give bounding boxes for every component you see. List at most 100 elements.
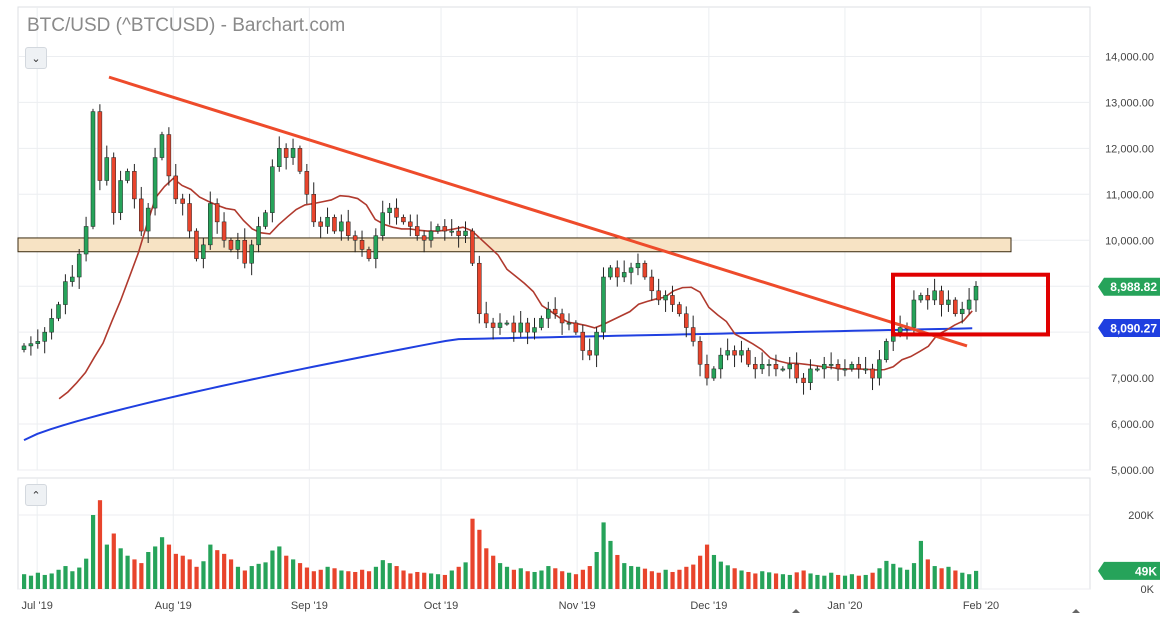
candle: [125, 168, 130, 184]
volume-bar: [829, 572, 834, 589]
volume-bar: [491, 555, 496, 589]
volume-bar: [573, 574, 579, 589]
volume-bar: [649, 571, 654, 589]
candle-body: [83, 226, 89, 255]
price-tick-label: 5,000.00: [1111, 465, 1154, 477]
candle-body: [387, 207, 392, 213]
candle-body: [304, 171, 310, 195]
candle-body: [635, 262, 641, 269]
ma-fast-line: [58, 177, 973, 400]
candle: [490, 317, 496, 340]
candle-body: [794, 364, 799, 379]
collapse-volume-panel-button[interactable]: ⌃: [25, 484, 47, 506]
candle: [601, 267, 606, 340]
candle-body: [670, 295, 675, 305]
candle-body: [470, 230, 475, 264]
time-tick-label: Jan '20: [827, 600, 862, 612]
candle: [704, 354, 710, 386]
candle: [221, 212, 227, 248]
candle: [49, 308, 54, 340]
candle: [345, 209, 351, 241]
candle-body: [139, 198, 144, 232]
chart-title: BTC/USD (^BTCUSD) - Barchart.com: [27, 15, 346, 36]
candle-body: [180, 198, 185, 204]
candle: [21, 343, 27, 353]
candle: [615, 260, 620, 287]
ma-slow-value-tag-shape: [1098, 319, 1160, 338]
candle-body: [21, 345, 27, 350]
collapse-price-panel-button[interactable]: ⌄: [25, 47, 47, 69]
candle: [628, 262, 634, 285]
volume-bar: [760, 571, 765, 589]
last-volume-tag-label: 49K: [1135, 564, 1157, 578]
volume-bar: [153, 546, 158, 589]
candle: [187, 193, 192, 239]
scroll-right-arrow[interactable]: [1072, 609, 1080, 613]
candle-body: [408, 221, 413, 227]
candle-body: [290, 148, 296, 158]
candle-body: [173, 175, 179, 200]
candle: [28, 336, 34, 356]
volume-bar: [794, 572, 799, 589]
candle: [711, 366, 717, 381]
volume-bar: [284, 555, 289, 589]
volume-bar: [173, 553, 178, 589]
volume-bar: [408, 573, 413, 589]
candle: [311, 182, 316, 227]
candle-body: [959, 308, 965, 315]
volume-bar: [484, 548, 489, 589]
volume-bar: [422, 572, 427, 589]
last-price-tag: 8,988.82: [1098, 277, 1160, 296]
candle-body: [249, 244, 254, 264]
candle-body: [325, 217, 330, 227]
price-panel: [17, 6, 1091, 471]
candle: [111, 152, 116, 225]
candle-body: [849, 364, 855, 370]
candle: [83, 216, 89, 262]
volume-bar: [360, 569, 365, 589]
volume-bar: [656, 572, 661, 589]
volume-bar: [946, 566, 951, 589]
candle: [256, 216, 261, 253]
volume-bar: [70, 571, 75, 589]
candle: [684, 306, 689, 338]
candle: [42, 327, 47, 354]
candle: [442, 219, 448, 241]
volume-bar: [905, 569, 910, 589]
candle-body: [511, 322, 517, 333]
volume-bar: [56, 569, 61, 589]
time-tick-label: Jul '19: [21, 600, 52, 612]
volume-bar: [132, 559, 137, 589]
axis-nav-arrows[interactable]: [792, 609, 1080, 613]
candle: [635, 253, 641, 276]
candle-body: [946, 299, 951, 305]
volume-bar: [477, 529, 482, 589]
volume-bar: [953, 570, 958, 589]
descending-trendline: [108, 75, 968, 348]
candle-body: [228, 240, 234, 250]
candle-body: [283, 148, 289, 158]
candle: [966, 288, 972, 315]
candle-body: [594, 331, 599, 356]
scroll-left-arrow[interactable]: [792, 609, 800, 613]
volume-bars: [22, 500, 979, 589]
candle-body: [856, 364, 861, 370]
time-tick-label: Feb '20: [963, 600, 999, 612]
candle: [339, 214, 344, 241]
candle-body: [201, 244, 206, 259]
candle: [766, 359, 772, 377]
candle: [870, 363, 875, 391]
volume-bar: [725, 565, 730, 589]
volume-bar: [35, 572, 40, 589]
price-tick-label: 10,000.00: [1105, 235, 1154, 247]
volume-bar: [42, 574, 47, 589]
candle: [877, 350, 882, 386]
volume-bar: [429, 573, 434, 589]
volume-bar: [318, 569, 323, 589]
volume-bar: [249, 566, 254, 589]
volume-bar: [560, 571, 565, 589]
volume-bar: [580, 569, 585, 589]
candle-body: [504, 322, 510, 325]
candle-body: [801, 377, 806, 383]
candle-body: [746, 350, 751, 365]
